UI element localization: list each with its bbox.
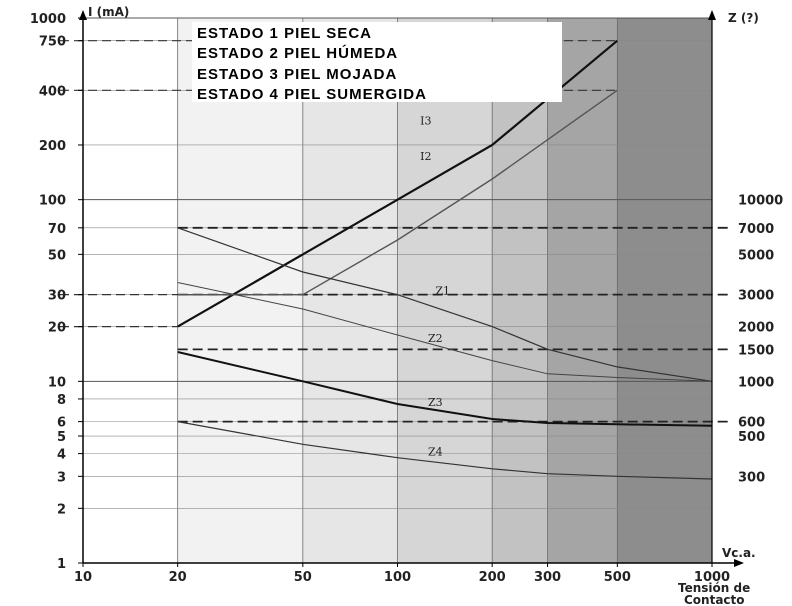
y-left-tick-label: 750 bbox=[39, 35, 66, 50]
x-tick-label: 1000 bbox=[694, 570, 730, 585]
y-right-tick-label: 600 bbox=[738, 416, 765, 431]
series-z4 bbox=[177, 421, 713, 480]
y-right-tick-label: 1000 bbox=[738, 375, 774, 390]
series-z3 bbox=[177, 351, 713, 427]
legend-entry-2: ESTADO 2 PIEL HÚMEDA bbox=[197, 44, 398, 62]
series-z1 bbox=[177, 227, 713, 382]
y-left-tick-label: 6 bbox=[57, 416, 66, 431]
background-band bbox=[547, 18, 618, 563]
y-right-axis-arrow bbox=[708, 10, 716, 20]
curve-label-z4: Z4 bbox=[428, 446, 443, 459]
y-left-tick-label: 8 bbox=[57, 393, 66, 408]
y-left-tick-label: 4 bbox=[57, 448, 66, 463]
series-lines bbox=[177, 39, 713, 480]
y-left-tick-label: 50 bbox=[48, 248, 66, 263]
curve-labels: I3 I2 Z1 Z2 Z3 Z4 bbox=[420, 114, 450, 458]
y-right-tick-label: 1500 bbox=[738, 343, 774, 358]
y-left-tick-label: 3 bbox=[57, 470, 66, 485]
x-tick-label: 20 bbox=[169, 570, 187, 585]
series-z2 bbox=[177, 282, 713, 382]
x-tick-label: 300 bbox=[534, 570, 561, 585]
y-right-tick-label: 3000 bbox=[738, 289, 774, 304]
x-tick-label: 500 bbox=[604, 570, 631, 585]
y-left-tick-label: 2 bbox=[57, 502, 66, 517]
x-axis-arrow bbox=[734, 559, 744, 567]
y-left-tick-label: 400 bbox=[39, 84, 66, 99]
y-right-tick-label: 500 bbox=[738, 430, 765, 445]
y-right-label: Z (?) bbox=[728, 11, 759, 25]
legend-entry-3: ESTADO 3 PIEL MOJADA bbox=[197, 66, 397, 83]
curve-label-z1: Z1 bbox=[435, 285, 450, 298]
curve-label-i2: I2 bbox=[420, 150, 431, 163]
y-left-tick-label: 100 bbox=[39, 194, 66, 209]
background-band bbox=[397, 18, 493, 563]
x-tick-label: 50 bbox=[294, 570, 312, 585]
y-right-tick-label: 300 bbox=[738, 470, 765, 485]
series-i3 bbox=[177, 39, 619, 328]
curve-label-i3: I3 bbox=[420, 114, 431, 127]
legend-box bbox=[192, 22, 562, 102]
y-left-tick-label: 200 bbox=[39, 139, 66, 154]
y-right-tick-label: 2000 bbox=[738, 321, 774, 336]
background-band bbox=[83, 18, 178, 563]
curve-label-z2: Z2 bbox=[428, 332, 443, 345]
y-left-tick-label: 5 bbox=[57, 430, 66, 445]
x-label-line-1: Tensión de bbox=[678, 581, 750, 595]
background-band bbox=[492, 18, 548, 563]
y-right-tick-label: 7000 bbox=[738, 222, 774, 237]
y-left-tick-label: 30 bbox=[48, 289, 66, 304]
y-right-tick-label: 10000 bbox=[738, 194, 783, 209]
y-right-tick-label: 5000 bbox=[738, 248, 774, 263]
y-left-label: I (mA) bbox=[88, 5, 129, 19]
y-left-tick-label: 1000 bbox=[30, 12, 66, 27]
background-band bbox=[617, 18, 712, 563]
y-left-tick-label: 1 bbox=[57, 557, 66, 572]
x-unit-label: Vc.a. bbox=[722, 546, 756, 560]
x-tick-label: 10 bbox=[74, 570, 92, 585]
y-left-tick-label: 20 bbox=[48, 321, 66, 336]
legend-entry-1: ESTADO 1 PIEL SECA bbox=[197, 25, 372, 42]
curve-label-z3: Z3 bbox=[428, 396, 443, 409]
y-left-tick-label: 10 bbox=[48, 375, 66, 390]
series-i2 bbox=[177, 89, 618, 296]
x-tick-label: 100 bbox=[384, 570, 411, 585]
y-left-tick-label: 70 bbox=[48, 222, 66, 237]
tick-labels: 10 20 50 100 200 300 500 1000 1 2 3 4 56 8 10 20 30 50 70 1… bbox=[30, 12, 783, 585]
x-label-line-2: Contacto bbox=[684, 593, 745, 606]
legend-entry-4: ESTADO 4 PIEL SUMERGIDA bbox=[197, 86, 427, 103]
x-tick-label: 200 bbox=[479, 570, 506, 585]
